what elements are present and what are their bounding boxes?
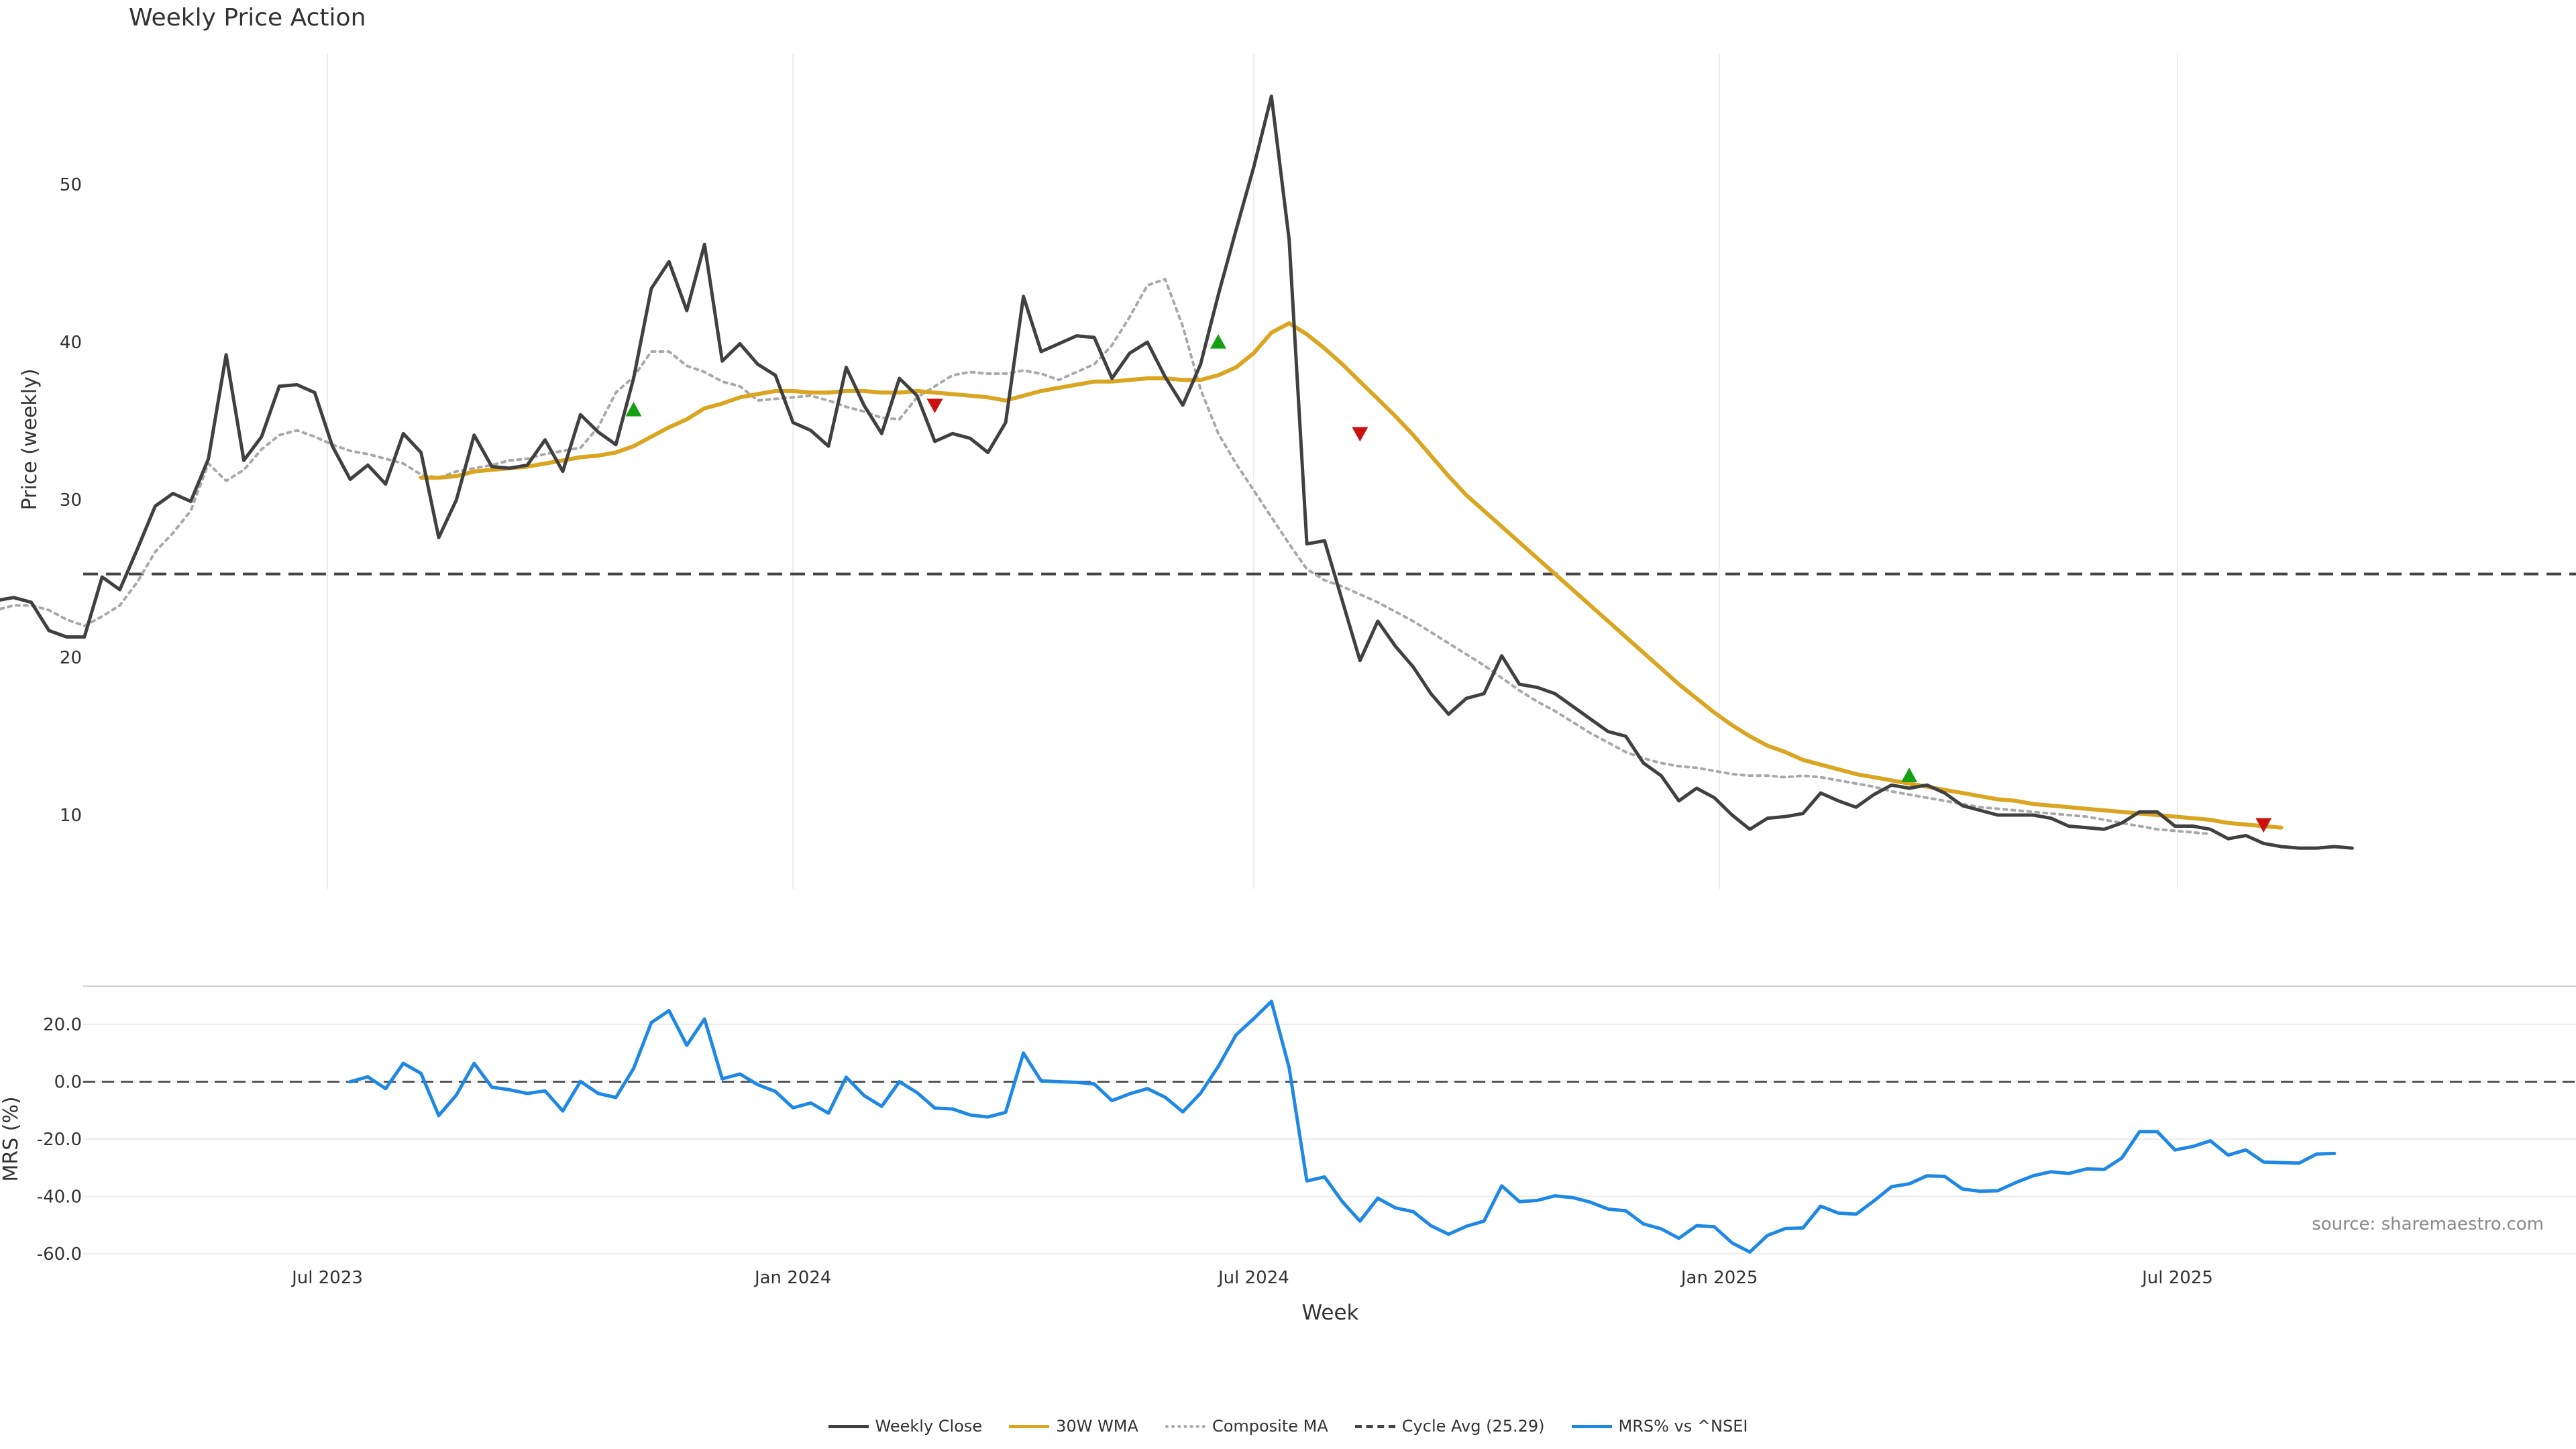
price-y-tick-label: 30 <box>60 490 82 511</box>
source-note: source: sharemaestro.com <box>2312 1214 2544 1234</box>
mrs-y-tick-label: 20.0 <box>43 1015 82 1035</box>
x-axis-label: Week <box>1302 1301 1359 1325</box>
chart-title: Weekly Price Action <box>129 4 366 32</box>
legend-item: Weekly Close <box>828 1417 983 1436</box>
buy-signal-marker <box>1901 767 1918 782</box>
legend-item: 30W WMA <box>1009 1417 1138 1436</box>
mrs-panel: 20.0 0.0 -20.0 -40.0 -60.0 MRS (%) <box>0 985 2576 1265</box>
weekly-close-line <box>0 94 2354 850</box>
x-tick-label: Jul 2023 <box>290 1268 363 1288</box>
mrs-y-tick-label: 0.0 <box>54 1073 82 1093</box>
price-y-tick-label: 40 <box>60 333 82 353</box>
legend-label: MRS% vs ^NSEI <box>1618 1417 1748 1436</box>
buy-signal-marker <box>625 402 642 417</box>
legend-label: 30W WMA <box>1056 1417 1138 1436</box>
legend-swatch <box>1571 1424 1612 1428</box>
legend-label: Cycle Avg (25.29) <box>1401 1417 1545 1436</box>
legend-label: Composite MA <box>1212 1417 1328 1436</box>
legend-swatch <box>1354 1424 1395 1428</box>
buy-signal-marker <box>1210 334 1227 349</box>
price-y-axis-label: Price (weekly) <box>18 368 42 510</box>
x-tick-label: Jan 2025 <box>1680 1268 1758 1288</box>
x-tick-label: Jan 2024 <box>753 1268 832 1288</box>
wma-30w-line <box>419 321 2284 830</box>
mrs-y-axis-label: MRS (%) <box>0 1096 23 1181</box>
price-y-tick-label: 50 <box>60 175 82 195</box>
legend-swatch <box>1009 1424 1050 1428</box>
legend-swatch <box>828 1424 869 1428</box>
x-tick-label: Jul 2024 <box>1217 1268 1289 1288</box>
sell-signal-marker <box>2255 818 2272 833</box>
legend-item: MRS% vs ^NSEI <box>1571 1417 1748 1436</box>
legend-label: Weekly Close <box>875 1417 983 1436</box>
legend-item: Cycle Avg (25.29) <box>1354 1417 1545 1436</box>
mrs-line <box>348 1000 2337 1254</box>
mrs-y-tick-label: -40.0 <box>37 1187 82 1208</box>
chart-legend: Weekly Close 30W WMA Composite MA Cycle Avg… <box>0 1417 2576 1436</box>
price-y-tick-label: 20 <box>60 648 82 668</box>
mrs-y-tick-label: -60.0 <box>37 1244 82 1265</box>
sell-signal-marker <box>1352 427 1368 442</box>
legend-item: Composite MA <box>1165 1417 1328 1436</box>
legend-swatch <box>1165 1424 1205 1428</box>
sell-signal-marker <box>926 398 943 413</box>
composite-ma-line <box>0 278 2212 836</box>
x-tick-label: Jul 2025 <box>2141 1268 2213 1288</box>
price-panel: 10 20 30 40 50 Price (weekly) <box>0 54 2576 889</box>
mrs-y-tick-label: -20.0 <box>37 1130 82 1150</box>
price-y-tick-label: 10 <box>60 806 82 826</box>
